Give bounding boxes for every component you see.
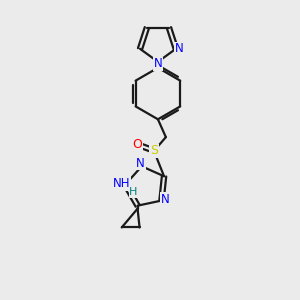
Text: O: O <box>132 138 142 151</box>
Text: N: N <box>174 42 183 55</box>
Text: S: S <box>150 145 158 158</box>
Text: N: N <box>136 157 145 170</box>
Text: N: N <box>154 57 162 70</box>
Text: H: H <box>129 188 137 197</box>
Text: N: N <box>161 193 170 206</box>
Text: NH: NH <box>112 177 130 190</box>
